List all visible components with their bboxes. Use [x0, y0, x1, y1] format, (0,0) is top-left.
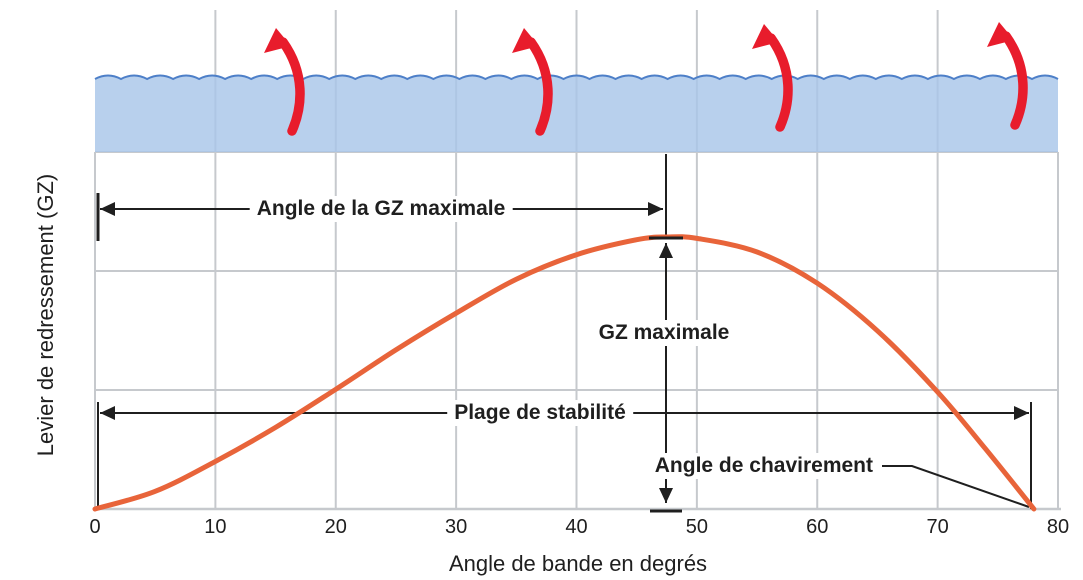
heel-arrow-icon-1: [264, 28, 305, 136]
x-tick-label: 60: [806, 516, 829, 538]
gz-max-label: GZ maximale: [591, 320, 737, 346]
x-tick-label: 20: [324, 516, 347, 538]
x-axis-title: Angle de bande en degrés: [448, 551, 708, 576]
x-tick-label: 30: [445, 516, 468, 538]
heel-arrow-icon-2: [512, 28, 553, 136]
heel-arrow-icon-4: [987, 22, 1028, 130]
gz-curve: [92, 234, 1037, 512]
dimension-lines: [96, 154, 1032, 513]
righting-arrows: [264, 22, 1028, 136]
capsize-leader-line: [882, 465, 1030, 508]
x-tick-label: 10: [204, 516, 227, 538]
y-axis-title: Levier de redressement (GZ): [33, 173, 58, 457]
capsize-label: Angle de chavirement: [647, 453, 880, 479]
x-tick-label: 40: [565, 516, 588, 538]
water-surface-line: [94, 74, 1059, 81]
x-tick-label: 70: [926, 516, 949, 538]
heel-arrow-icon-3: [752, 24, 793, 132]
x-tick-label: 50: [685, 516, 708, 538]
angle-max-gz-label: Angle de la GZ maximale: [249, 196, 513, 222]
range-stability-label: Plage de stabilité: [447, 400, 633, 426]
water: [95, 75, 1058, 152]
x-tick-label: 80: [1046, 516, 1070, 538]
x-tick-label: 0: [89, 516, 101, 538]
